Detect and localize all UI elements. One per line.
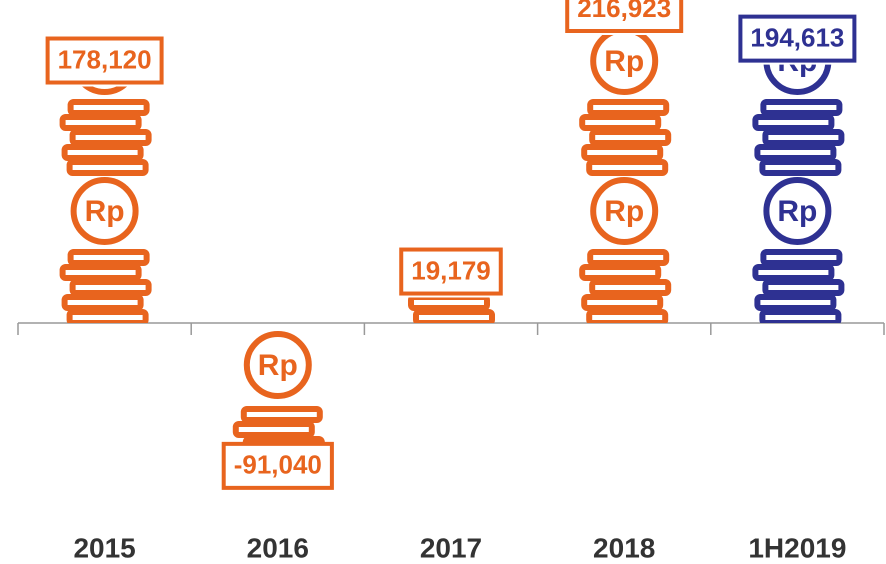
- x-tick-label: 2018: [593, 532, 655, 563]
- coin-plate: [66, 159, 149, 176]
- coin-plate: [69, 129, 152, 146]
- value-label-box: [45, 36, 164, 85]
- x-tick-label: 2015: [73, 532, 135, 563]
- bar: Rp Rp: [752, 0, 845, 324]
- value-label: 178,120: [58, 44, 152, 74]
- bar: Rp Rp: [579, 35, 672, 323]
- coin-plate: [579, 264, 662, 281]
- coin: [70, 177, 139, 245]
- coin-label: Rp: [604, 45, 644, 78]
- x-tick-label: 1H2019: [748, 532, 846, 563]
- coin-plate: [66, 309, 149, 323]
- value-label: 194,613: [750, 22, 844, 52]
- coin-plate: [762, 129, 845, 146]
- coin-plate: [579, 114, 662, 131]
- coin-label: Rp: [777, 195, 817, 228]
- value-label: 19,179: [411, 255, 491, 285]
- coin-plate: [67, 249, 150, 266]
- coin-plate: [586, 309, 669, 323]
- coin-plate: [581, 144, 664, 161]
- value-label-box: [221, 441, 334, 490]
- coin-plate: [240, 406, 323, 423]
- coin-plate: [589, 279, 672, 296]
- value-label-box: [399, 247, 503, 296]
- coin-plate: [752, 114, 835, 131]
- coin-label: Rp: [777, 45, 817, 78]
- value-label: -91,040: [234, 450, 322, 480]
- coin-plate: [587, 99, 670, 116]
- coin-plate: [408, 297, 490, 311]
- coin-plate: [581, 294, 664, 311]
- coin-plate: [759, 159, 842, 176]
- coin-plate: [752, 264, 835, 281]
- coin-plate: [61, 144, 144, 161]
- value-label: 216,923: [577, 0, 671, 23]
- coin-plate: [59, 114, 142, 131]
- coin-plate: [67, 99, 150, 116]
- coin: [763, 177, 832, 245]
- coin-plate: [65, 0, 141, 8]
- coin-plate: [762, 279, 845, 296]
- coin-label: Rp: [431, 195, 471, 228]
- coin-plate: [589, 129, 672, 146]
- coin-plate: [760, 99, 843, 116]
- coin-plate: [757, 0, 833, 8]
- coin-plate: [413, 309, 495, 323]
- coin-plate: [760, 249, 843, 266]
- coin-plate: [754, 294, 837, 311]
- coin-plate: [586, 159, 669, 176]
- coin-label: Rp: [85, 195, 125, 228]
- coin-plate: [69, 279, 152, 296]
- coin: [420, 180, 482, 242]
- coin: [590, 35, 659, 95]
- coin-plate: [587, 249, 670, 266]
- coin-plate: [70, 12, 146, 23]
- coin-plate: [754, 144, 837, 161]
- coin: [243, 331, 312, 399]
- coin-label: Rp: [604, 195, 644, 228]
- coin: [763, 64, 832, 95]
- coin: [82, 86, 128, 95]
- coin-plate: [232, 421, 315, 438]
- value-label-box: [565, 0, 684, 33]
- coin-plate: [59, 264, 142, 281]
- bar: Rp: [408, 180, 495, 323]
- coin: [590, 177, 659, 245]
- x-tick-label: 2016: [247, 532, 309, 563]
- coin-label: Rp: [258, 349, 298, 382]
- x-tick-label: 2017: [420, 532, 482, 563]
- coin-plate: [759, 309, 842, 324]
- coin-plate: [61, 294, 144, 311]
- value-label-box: [738, 14, 857, 63]
